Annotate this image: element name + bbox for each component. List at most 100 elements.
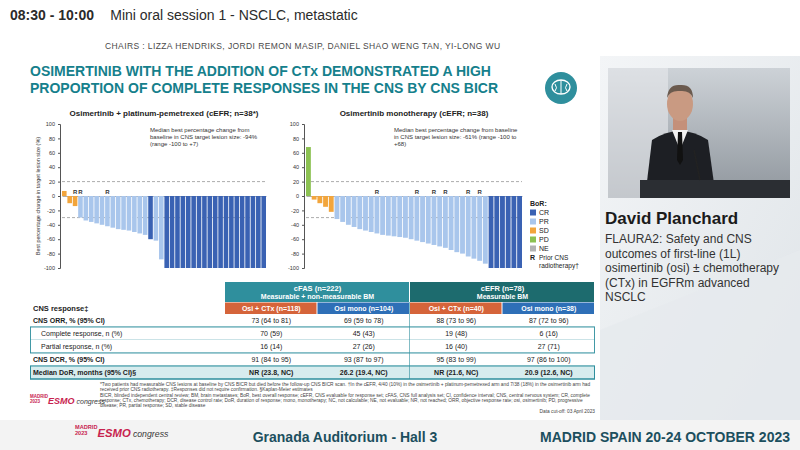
tick: -60 <box>291 236 304 242</box>
bar <box>234 196 239 268</box>
column-header: CNS response‡ <box>33 304 88 313</box>
row-background <box>30 327 595 340</box>
table-cell: 20.9 (12.6, NC) <box>525 369 573 377</box>
bar-annotation: R <box>466 189 471 195</box>
table-cell: 87 (72 to 96) <box>529 317 569 325</box>
tick: 100 <box>290 121 304 127</box>
y-axis: -100-80-60-40-20020406080100 <box>288 121 305 271</box>
legend: BoR:CRPRSDPDNERPrior CNS radiotherapy† <box>530 200 579 270</box>
bar <box>132 196 137 232</box>
bar <box>229 196 234 268</box>
table-cell: 6 (16) <box>540 330 558 338</box>
bar <box>443 196 448 248</box>
bar <box>175 196 180 268</box>
bar <box>471 196 476 259</box>
bar <box>432 196 437 245</box>
bar <box>392 196 397 236</box>
tick-mark <box>58 196 60 197</box>
bar <box>197 196 202 268</box>
tick: -100 <box>44 265 60 271</box>
logo: MADRID2023ESMOcongress <box>30 394 105 406</box>
bar-annotation: R <box>477 189 482 195</box>
bar <box>346 196 351 225</box>
bar-annotation: R <box>443 189 448 195</box>
bar <box>500 196 505 268</box>
tick-mark <box>302 124 304 125</box>
bar <box>100 196 105 225</box>
row-label: Partial response, n (%) <box>41 343 112 351</box>
bar <box>245 196 250 268</box>
table-cell: NR (23.8, NC) <box>249 369 293 377</box>
speaker-video <box>608 68 790 198</box>
tick-mark <box>302 210 304 211</box>
tick-label: -60 <box>291 236 299 242</box>
bar <box>506 196 511 268</box>
legend-swatch <box>530 246 536 252</box>
place-date: MADRID SPAIN 20-24 OCTOBER 2023 <box>540 429 790 445</box>
table-cell: 16 (40) <box>445 343 467 351</box>
bar <box>386 196 391 236</box>
side-decoration <box>600 250 800 420</box>
bar <box>208 196 213 268</box>
bar <box>164 196 169 268</box>
tick-label: -20 <box>291 208 299 214</box>
chart: -100-80-60-40-20020406080100RRROsimertin… <box>35 109 267 271</box>
column-rule <box>409 302 410 379</box>
bar <box>148 196 153 239</box>
footer-band <box>0 420 800 450</box>
chart-title: Osimertinib + platinum-pemetrexed (cEFR;… <box>70 109 259 118</box>
table-cell: 93 (87 to 97) <box>344 356 384 364</box>
bar <box>329 196 334 212</box>
tick-mark <box>302 138 304 139</box>
bar <box>121 196 126 230</box>
footnotes: *Two patients had measurable CNS lesions… <box>100 382 592 392</box>
background <box>0 0 800 450</box>
bar <box>143 196 148 235</box>
bar <box>511 196 516 268</box>
row-label: CNS DCR, % (95% CI) <box>33 356 105 364</box>
table-cell: 19 (48) <box>445 330 467 338</box>
tick-mark <box>58 268 60 269</box>
logo-year: 2023 <box>75 430 87 436</box>
legend-swatch <box>530 210 536 216</box>
table-cell: 88 (73 to 96) <box>436 317 476 325</box>
bars <box>62 191 266 268</box>
bar <box>306 147 311 196</box>
group-header-cell <box>225 282 409 302</box>
tick-label: -40 <box>291 222 299 228</box>
group-header: cFAS (n=222) <box>294 284 342 293</box>
tick: -40 <box>291 222 304 228</box>
legend-label: Prior CNS radiotherapy† <box>539 254 579 270</box>
bar <box>256 196 261 268</box>
tick-label: 40 <box>293 164 299 170</box>
bar <box>213 196 218 268</box>
row-background <box>30 340 595 353</box>
tick: 60 <box>49 150 60 156</box>
bar-annotation: R <box>375 189 380 195</box>
row-label: Median DoR, months (95% CI)§ <box>33 369 136 377</box>
row-highlight-box <box>31 366 595 379</box>
table-cell: NR (21.6, NC) <box>434 369 478 377</box>
bar <box>483 196 488 264</box>
tick-mark <box>302 268 304 269</box>
tick: -80 <box>291 251 304 257</box>
group-subheader: Measurable BM <box>477 293 529 300</box>
bar <box>374 196 379 233</box>
bar <box>369 196 374 232</box>
tick-label: -100 <box>288 265 299 271</box>
logo: MADRID2023ESMOcongress <box>75 424 169 439</box>
row-background <box>30 314 595 327</box>
tick-mark <box>58 254 60 255</box>
bar <box>240 196 245 268</box>
tick-mark <box>302 239 304 240</box>
bar <box>397 196 402 237</box>
table-cell: 91 (84 to 95) <box>251 356 291 364</box>
column-header-cell <box>225 303 317 315</box>
row-label: CNS ORR, % (95% CI) <box>33 317 105 325</box>
bar <box>409 196 414 239</box>
tick-mark <box>302 153 304 154</box>
table-cell: 97 (86 to 100) <box>527 356 571 364</box>
row-background <box>30 366 595 379</box>
tick: -20 <box>291 208 304 214</box>
chart-subtitle: Median best percentage change from basel… <box>150 127 259 147</box>
